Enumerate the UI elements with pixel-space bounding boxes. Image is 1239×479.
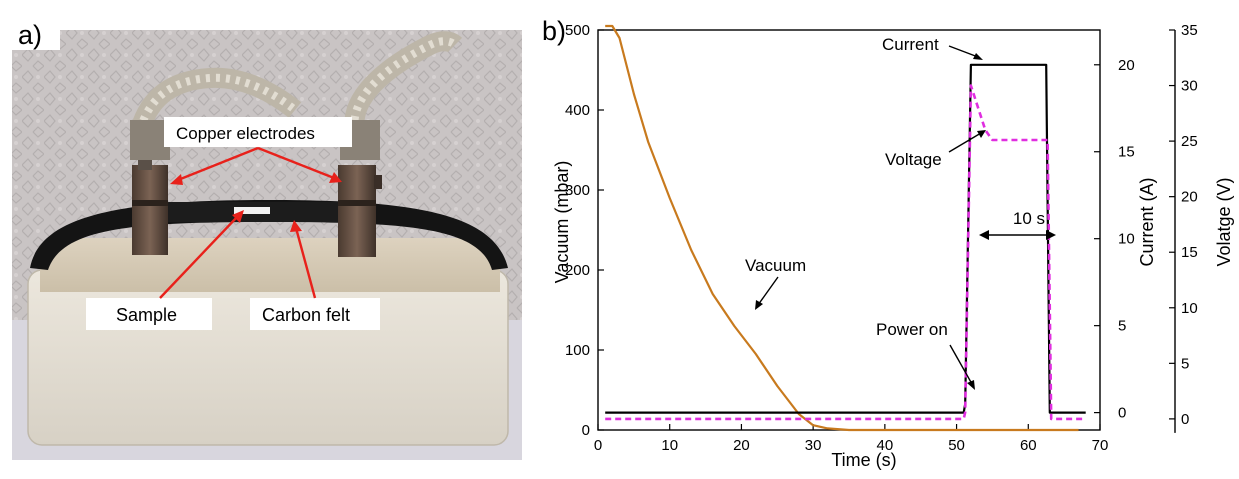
x-tick-label: 30: [805, 437, 822, 454]
electrode-cables: [130, 31, 463, 134]
y-axis-title-current: Current (A): [1137, 177, 1157, 266]
current-tick-label: 10: [1118, 231, 1135, 248]
x-axis-title: Time (s): [831, 450, 896, 470]
y-axis-title-voltage: Volatge (V): [1214, 177, 1234, 266]
series-line-voltage: [605, 84, 1086, 421]
vacuum-tick-label: 400: [565, 102, 590, 119]
voltage-tick-label: 10: [1181, 300, 1198, 317]
annotation-current: Current: [882, 35, 939, 54]
voltage-tick-label: 0: [1181, 411, 1189, 428]
callout-sample: Sample: [116, 305, 177, 325]
photo-panel: a) Copper electrodes Sample Carbon felt: [0, 0, 530, 474]
series-line-vacuum: [605, 24, 1079, 432]
panel-label-b: b): [542, 16, 566, 46]
x-tick-label: 10: [661, 437, 678, 454]
vacuum-tick-label: 0: [582, 422, 590, 439]
panel-label-a: a): [18, 20, 42, 50]
voltage-tick-label: 15: [1181, 244, 1198, 261]
duration-arrow: [979, 230, 1056, 240]
x-tick-label: 70: [1092, 437, 1109, 454]
annotation-voltage: Voltage: [885, 150, 942, 169]
annotation-duration: 10 s: [1013, 209, 1045, 228]
annotation-power-on: Power on: [876, 320, 948, 339]
current-tick-label: 0: [1118, 405, 1126, 422]
x-tick-label: 60: [1020, 437, 1037, 454]
vacuum-current-voltage-chart: b) 0 10 20 30 40 50 60 700100200300400500051015…: [542, 16, 1234, 470]
left-electrode: [130, 120, 170, 255]
current-tick-label: 20: [1118, 57, 1135, 74]
voltage-tick-label: 20: [1181, 189, 1198, 206]
series-line-current: [605, 63, 1086, 414]
current-tick-label: 5: [1118, 318, 1126, 335]
vacuum-tick-label: 300: [565, 182, 590, 199]
callout-carbon-felt: Carbon felt: [262, 305, 350, 325]
callout-arrows: [159, 146, 342, 299]
vacuum-tick-label: 500: [565, 22, 590, 39]
x-tick-label: 20: [733, 437, 750, 454]
chart-panel: b) 0 10 20 30 40 50 60 70 0 100 200 300 400 500 0 5 10 15…: [530, 0, 1239, 474]
current-tick-label: 15: [1118, 144, 1135, 161]
voltage-tick-label: 30: [1181, 78, 1198, 95]
callout-copper-electrodes: Copper electrodes: [176, 124, 315, 143]
plot-frame: [597, 29, 1101, 431]
voltage-tick-label: 25: [1181, 133, 1198, 150]
x-tick-label: 50: [948, 437, 965, 454]
vacuum-tick-label: 100: [565, 342, 590, 359]
y-axis-title-vacuum: Vacuum (mbar): [552, 161, 572, 284]
x-tick-label: 0: [594, 437, 602, 454]
box-lid: [40, 238, 500, 292]
voltage-tick-label: 5: [1181, 355, 1189, 372]
sample-strip: [234, 207, 270, 214]
ceramic-box: [27, 269, 509, 446]
setup-photo: a) Copper electrodes Sample Carbon felt: [12, 16, 522, 460]
x-tick-label: 40: [877, 437, 894, 454]
voltage-tick-label: 35: [1181, 22, 1198, 39]
vacuum-tick-label: 200: [565, 262, 590, 279]
annotation-vacuum: Vacuum: [745, 256, 806, 275]
